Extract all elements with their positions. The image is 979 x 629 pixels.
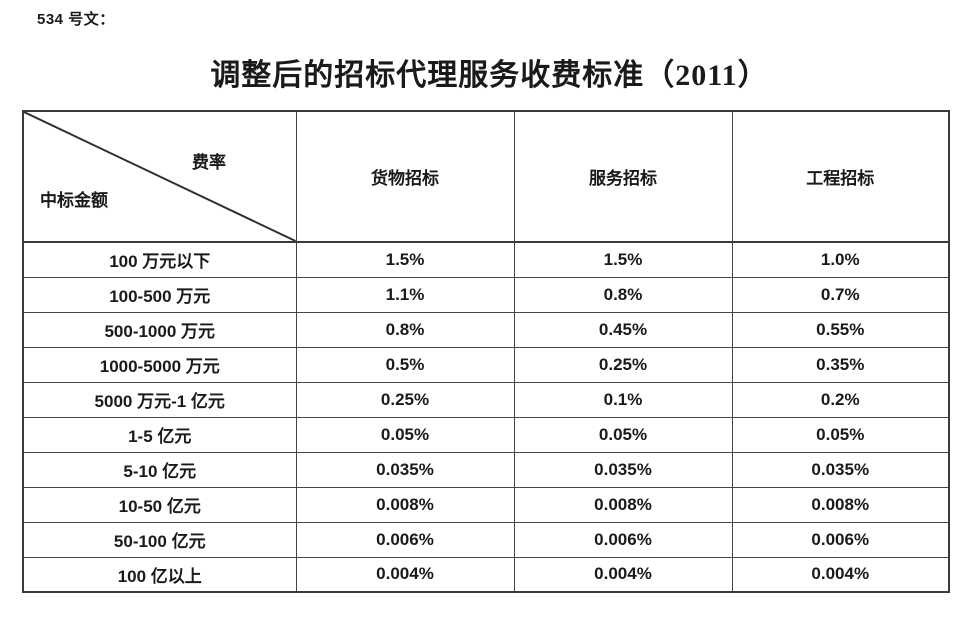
fee-value-engineering: 0.7% <box>731 276 950 313</box>
fee-value-service: 0.25% <box>513 346 733 383</box>
row-label: 500-1000 万元 <box>22 311 297 348</box>
row-label: 1-5 亿元 <box>22 416 297 453</box>
fee-value-service: 0.006% <box>513 521 733 558</box>
fee-value-service: 0.8% <box>513 276 733 313</box>
row-label: 10-50 亿元 <box>22 486 297 523</box>
fee-value-goods: 0.004% <box>295 556 515 593</box>
diagonal-line <box>24 112 296 241</box>
table-row: 100 万元以下 1.5% 1.5% 1.0% <box>22 241 950 278</box>
fee-value-engineering: 0.55% <box>731 311 950 348</box>
table-row: 50-100 亿元 0.006% 0.006% 0.006% <box>22 521 950 558</box>
fee-value-goods: 0.006% <box>295 521 515 558</box>
corner-label-bid-amount: 中标金额 <box>40 191 108 210</box>
fee-value-engineering: 0.35% <box>731 346 950 383</box>
column-header-service: 服务招标 <box>513 110 733 243</box>
fee-value-engineering: 0.008% <box>731 486 950 523</box>
column-header-engineering: 工程招标 <box>731 110 950 243</box>
doc-number: 534 号文： <box>37 11 115 28</box>
fee-value-engineering: 1.0% <box>731 241 950 278</box>
fee-value-goods: 0.8% <box>295 311 515 348</box>
row-label: 5-10 亿元 <box>22 451 297 488</box>
fee-value-engineering: 0.2% <box>731 381 950 418</box>
fee-value-goods: 0.05% <box>295 416 515 453</box>
page-title: 调整后的招标代理服务收费标准（2011） <box>210 59 769 92</box>
table-row: 100-500 万元 1.1% 0.8% 0.7% <box>22 276 950 313</box>
fee-value-goods: 1.5% <box>295 241 515 278</box>
fee-value-goods: 0.25% <box>295 381 515 418</box>
fee-rate-table: 费率 中标金额 货物招标 服务招标 工程招标 100 万元以下 1.5% 1.5… <box>22 110 950 593</box>
fee-value-engineering: 0.05% <box>731 416 950 453</box>
row-label: 100 万元以下 <box>22 241 297 278</box>
fee-value-service: 0.1% <box>513 381 733 418</box>
fee-value-service: 0.45% <box>513 311 733 348</box>
table-row: 1-5 亿元 0.05% 0.05% 0.05% <box>22 416 950 453</box>
corner-header-cell: 费率 中标金额 <box>22 110 297 243</box>
fee-value-service: 0.004% <box>513 556 733 593</box>
fee-value-goods: 0.5% <box>295 346 515 383</box>
table-header-row: 费率 中标金额 货物招标 服务招标 工程招标 <box>22 110 950 243</box>
row-label: 100 亿以上 <box>22 556 297 593</box>
fee-value-service: 0.008% <box>513 486 733 523</box>
fee-value-goods: 0.008% <box>295 486 515 523</box>
fee-value-engineering: 0.035% <box>731 451 950 488</box>
table-row: 500-1000 万元 0.8% 0.45% 0.55% <box>22 311 950 348</box>
table-row: 1000-5000 万元 0.5% 0.25% 0.35% <box>22 346 950 383</box>
row-label: 50-100 亿元 <box>22 521 297 558</box>
column-header-goods: 货物招标 <box>295 110 515 243</box>
row-label: 1000-5000 万元 <box>22 346 297 383</box>
fee-value-service: 0.035% <box>513 451 733 488</box>
row-label: 5000 万元-1 亿元 <box>22 381 297 418</box>
fee-value-goods: 0.035% <box>295 451 515 488</box>
fee-value-engineering: 0.004% <box>731 556 950 593</box>
row-label: 100-500 万元 <box>22 276 297 313</box>
fee-value-engineering: 0.006% <box>731 521 950 558</box>
fee-value-service: 0.05% <box>513 416 733 453</box>
table-row: 10-50 亿元 0.008% 0.008% 0.008% <box>22 486 950 523</box>
table-row: 5000 万元-1 亿元 0.25% 0.1% 0.2% <box>22 381 950 418</box>
fee-value-service: 1.5% <box>513 241 733 278</box>
table-row: 100 亿以上 0.004% 0.004% 0.004% <box>22 556 950 593</box>
fee-value-goods: 1.1% <box>295 276 515 313</box>
corner-label-rate: 费率 <box>192 153 226 172</box>
table-row: 5-10 亿元 0.035% 0.035% 0.035% <box>22 451 950 488</box>
